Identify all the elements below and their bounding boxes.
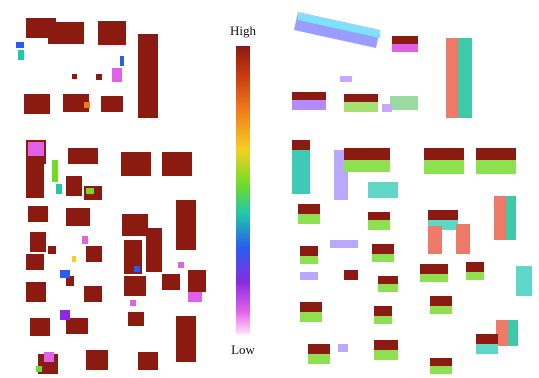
scale-high-label: High [230, 23, 256, 38]
color-scale-bar [236, 46, 250, 334]
left-panel-noise [16, 42, 202, 372]
right-panel-rendering [292, 12, 532, 374]
scale-low-label: Low [231, 342, 255, 357]
